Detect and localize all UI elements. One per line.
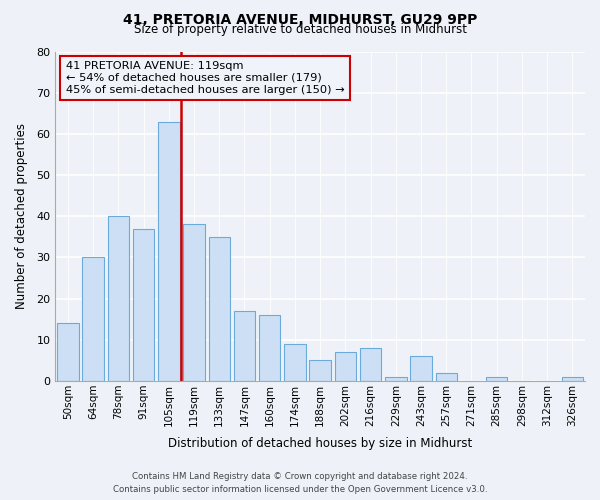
Text: 41 PRETORIA AVENUE: 119sqm
← 54% of detached houses are smaller (179)
45% of sem: 41 PRETORIA AVENUE: 119sqm ← 54% of deta… <box>66 62 344 94</box>
Bar <box>284 344 305 381</box>
Bar <box>259 315 280 381</box>
Bar <box>234 311 255 381</box>
Bar <box>562 377 583 381</box>
Text: Contains HM Land Registry data © Crown copyright and database right 2024.
Contai: Contains HM Land Registry data © Crown c… <box>113 472 487 494</box>
Bar <box>385 377 407 381</box>
Text: Size of property relative to detached houses in Midhurst: Size of property relative to detached ho… <box>133 22 467 36</box>
Bar <box>82 258 104 381</box>
Bar <box>335 352 356 381</box>
Bar <box>310 360 331 381</box>
Bar <box>184 224 205 381</box>
Bar <box>410 356 432 381</box>
Bar <box>360 348 382 381</box>
Bar <box>158 122 179 381</box>
Y-axis label: Number of detached properties: Number of detached properties <box>15 123 28 309</box>
Bar <box>133 228 154 381</box>
Bar <box>486 377 508 381</box>
Bar <box>57 324 79 381</box>
Bar <box>209 237 230 381</box>
X-axis label: Distribution of detached houses by size in Midhurst: Distribution of detached houses by size … <box>168 437 472 450</box>
Bar <box>436 372 457 381</box>
Text: 41, PRETORIA AVENUE, MIDHURST, GU29 9PP: 41, PRETORIA AVENUE, MIDHURST, GU29 9PP <box>123 12 477 26</box>
Bar <box>107 216 129 381</box>
